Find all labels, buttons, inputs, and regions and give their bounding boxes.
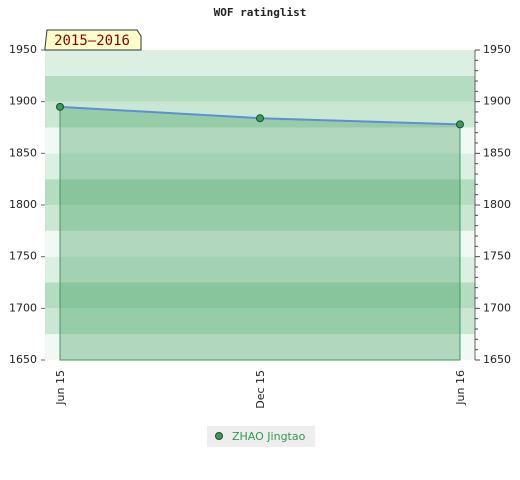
x-tick-label: Dec 15 xyxy=(254,370,267,409)
y2-tick-label: 1850 xyxy=(483,146,511,159)
band xyxy=(45,308,475,335)
point xyxy=(256,114,264,123)
y-tick-label: 1750 xyxy=(9,250,37,263)
area xyxy=(59,106,461,361)
period-label: 2015–2016 xyxy=(54,33,130,49)
band xyxy=(45,75,475,102)
point xyxy=(56,102,64,111)
plot-area: 1650 1700 1750 1800 1850 1900 1950 1650 1700 1750… xyxy=(9,43,511,409)
legend-label[interactable]: ZHAO Jingtao xyxy=(232,430,306,443)
y-tick-label: 1900 xyxy=(9,95,37,108)
band xyxy=(45,282,475,309)
y-tick-label: 1700 xyxy=(9,301,37,314)
y2-tick-label: 1900 xyxy=(483,95,511,108)
band xyxy=(45,153,475,180)
band xyxy=(45,256,475,283)
y2-tick-label: 1750 xyxy=(483,250,511,263)
point xyxy=(456,120,464,129)
x-tick-label: Jun 16 xyxy=(454,370,467,406)
band xyxy=(45,50,475,76)
y2-tick-label: 1950 xyxy=(483,43,511,56)
legend-box xyxy=(207,426,315,447)
y2-tick-label: 1800 xyxy=(483,198,511,211)
y-tick-label: 1650 xyxy=(9,353,37,366)
x-tick-label: Jun 15 xyxy=(54,370,67,406)
y-tick-label: 1850 xyxy=(9,146,37,159)
band xyxy=(45,230,475,257)
y2-tick-label: 1650 xyxy=(483,353,511,366)
band xyxy=(45,179,475,205)
chart-title: WOF ratinglist xyxy=(214,6,307,19)
band xyxy=(45,127,475,154)
y-tick-label: 1950 xyxy=(9,43,37,56)
legend-marker xyxy=(215,432,223,440)
y-tick-label: 1800 xyxy=(9,198,37,211)
band xyxy=(45,334,475,360)
y2-tick-label: 1700 xyxy=(483,301,511,314)
period-badge xyxy=(44,29,142,51)
band xyxy=(45,205,475,231)
